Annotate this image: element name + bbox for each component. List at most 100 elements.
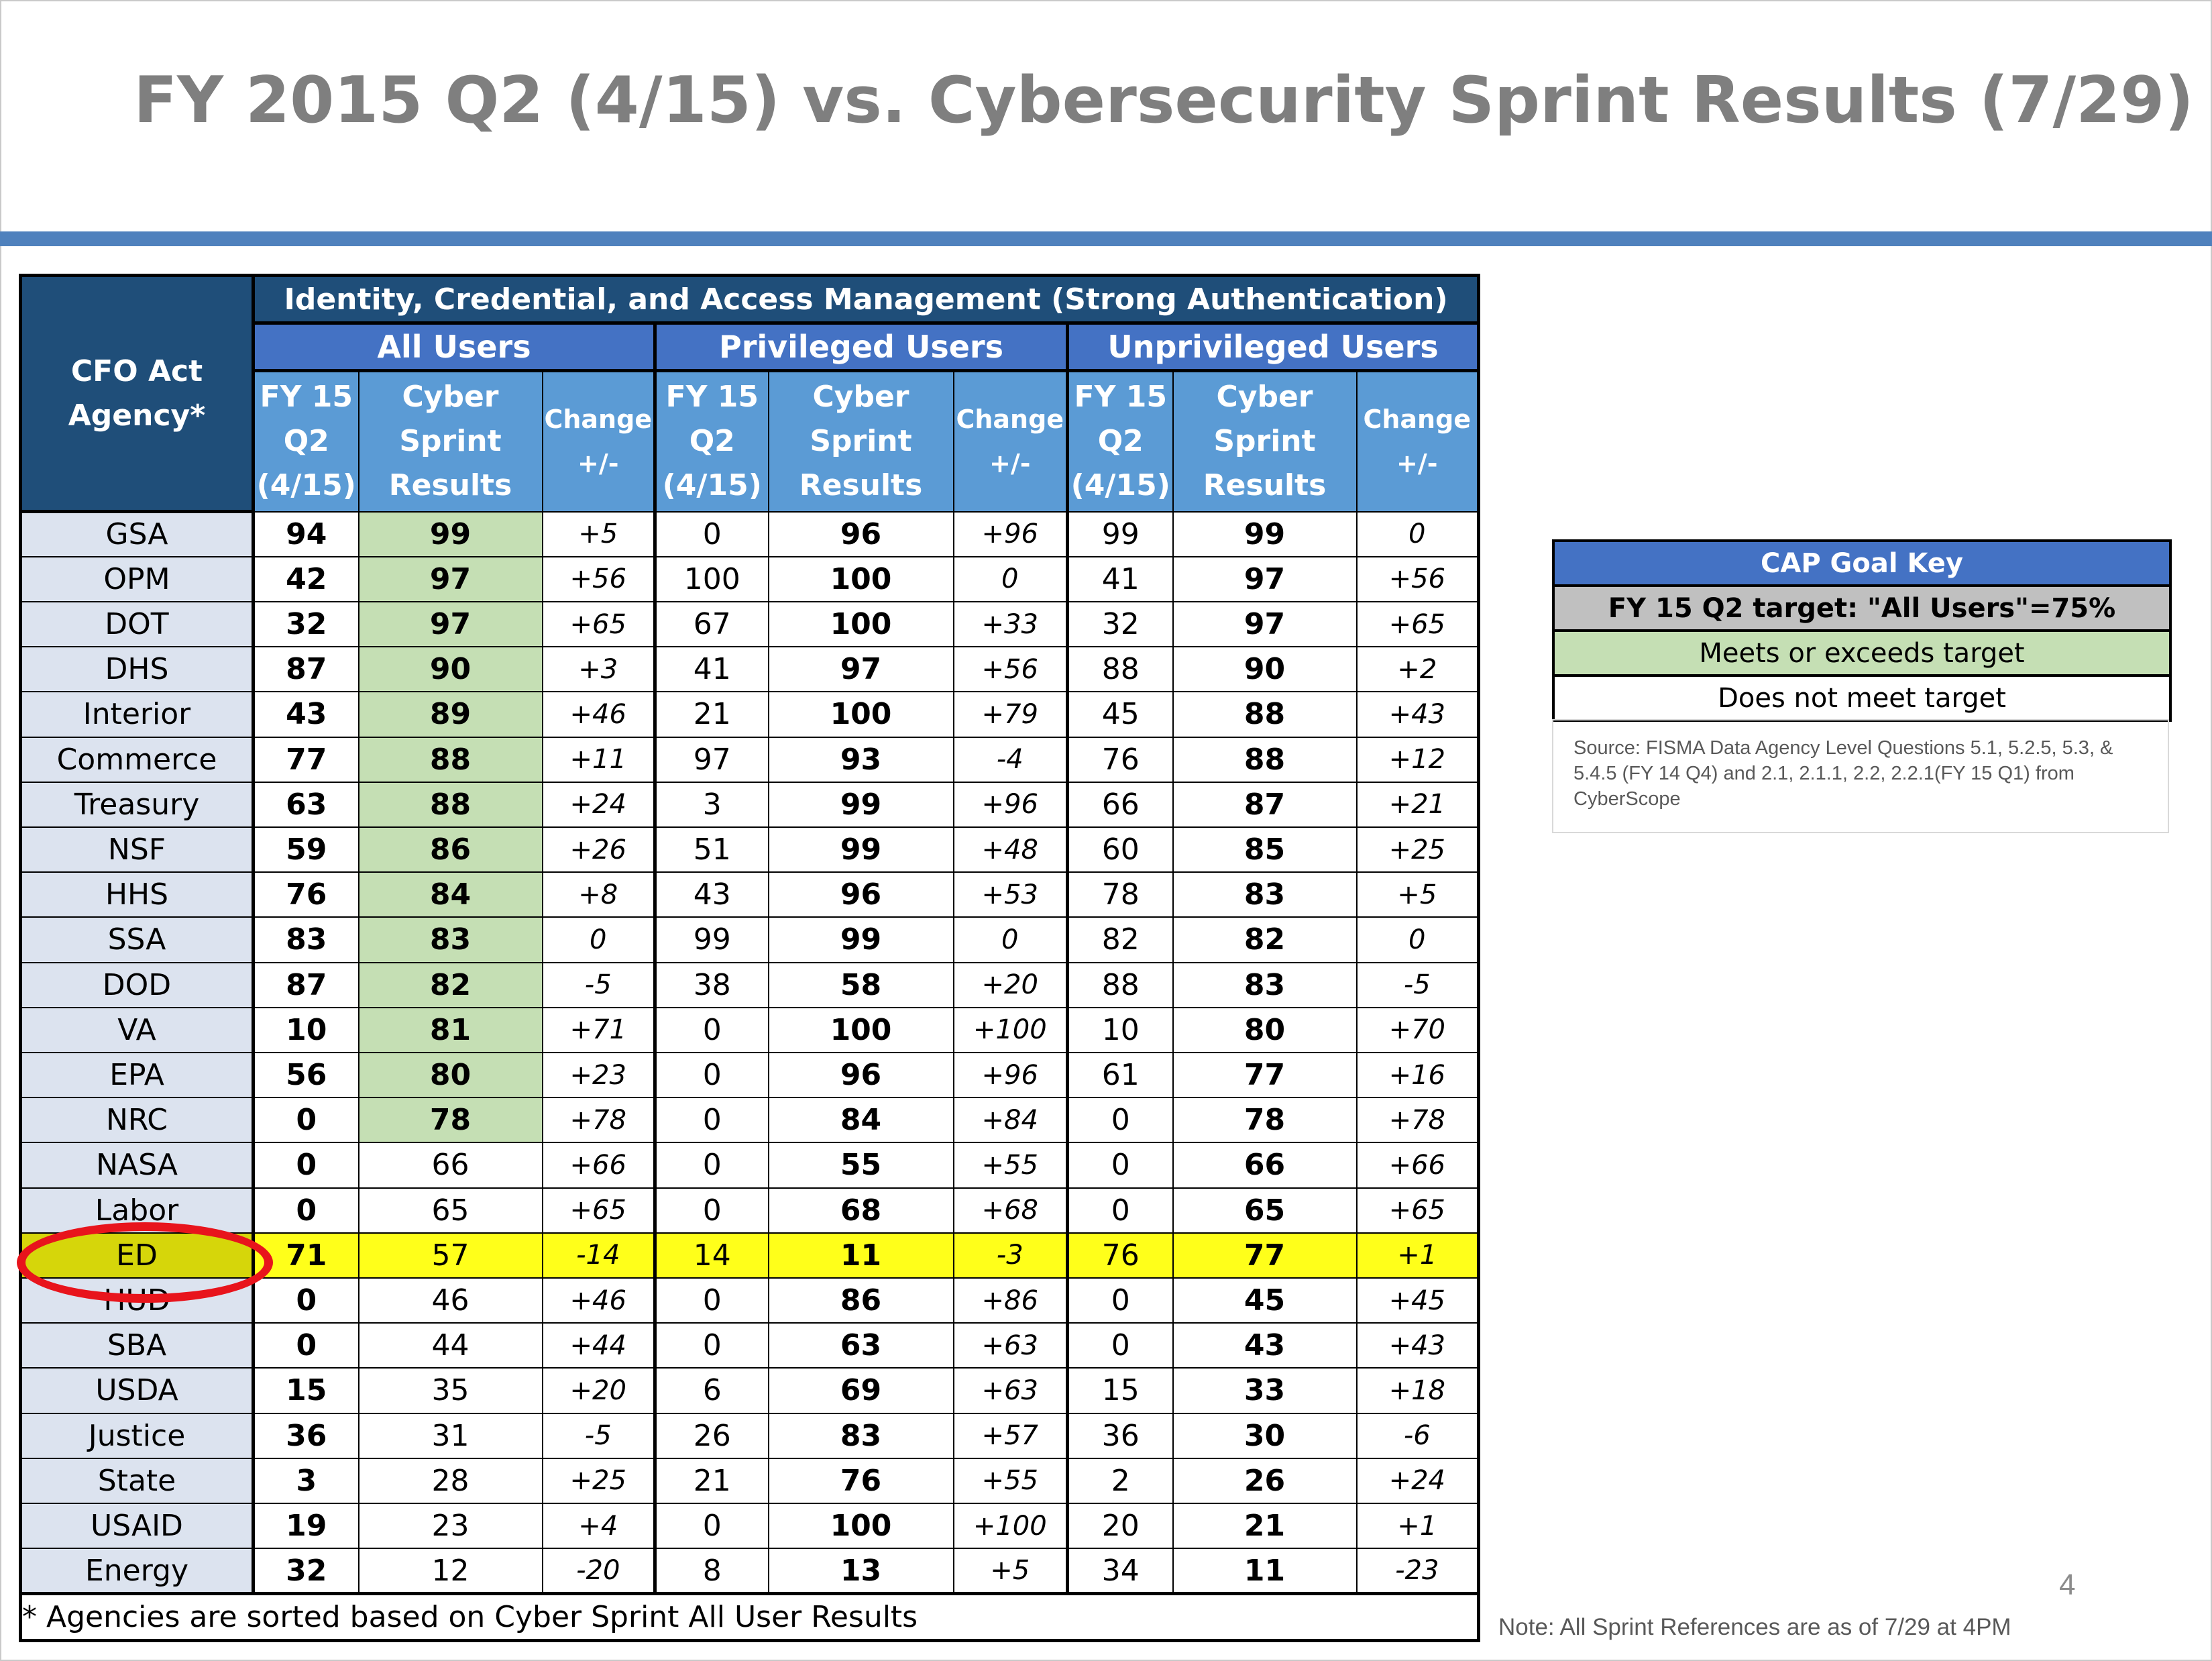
unprivileged-fy15-cell: 88: [1066, 961, 1174, 1008]
agency-cell: OPM: [19, 555, 255, 602]
all-users-change-cell: +5: [541, 511, 657, 557]
all-users-change-cell: +46: [541, 691, 657, 738]
unprivileged-cyber-sprint-cell: 30: [1172, 1412, 1358, 1459]
all-users-fy15-cell: 59: [252, 826, 360, 873]
unprivileged-cyber-sprint-cell: 11: [1172, 1548, 1358, 1595]
privileged-fy15-cell: 67: [653, 600, 769, 648]
all-users-fy15-cell: 15: [252, 1367, 360, 1414]
table-row: DOD 87 82 -5 38 58 +20 88 83 -5: [19, 961, 1481, 1008]
privileged-cyber-sprint-cell: 96: [767, 1051, 954, 1099]
unprivileged-change-cell: +45: [1356, 1277, 1481, 1324]
unprivileged-cyber-sprint-cell: 77: [1172, 1232, 1358, 1279]
unprivileged-cyber-sprint-cell: 83: [1172, 961, 1358, 1008]
privileged-fy15-cell: 3: [653, 781, 769, 828]
all-users-cyber-sprint-cell: 65: [357, 1187, 543, 1234]
table-row: NSF 59 86 +26 51 99 +48 60 85 +25: [19, 826, 1481, 873]
unprivileged-cyber-sprint-cell: 90: [1172, 646, 1358, 693]
table-body: GSA 94 99 +5 0 96 +96 99 99 0 OPM 42 97 +56 100 100 0 41 9…: [19, 511, 1481, 1595]
unprivileged-cyber-sprint-cell: 78: [1172, 1097, 1358, 1144]
page-number: 4: [2059, 1568, 2076, 1601]
all-users-change-cell: +56: [541, 555, 657, 602]
table-row: HHS 76 84 +8 43 96 +53 78 83 +5: [19, 871, 1481, 918]
col-header-cyber-sprint: Cyber Sprint Results: [357, 370, 543, 513]
privileged-change-cell: +20: [952, 961, 1069, 1008]
all-users-cyber-sprint-cell: 82: [357, 961, 543, 1008]
unprivileged-cyber-sprint-cell: 82: [1172, 916, 1358, 963]
agency-cell: DOT: [19, 600, 255, 648]
privileged-fy15-cell: 41: [653, 646, 769, 693]
unprivileged-change-cell: -23: [1356, 1548, 1481, 1595]
unprivileged-change-cell: +5: [1356, 871, 1481, 918]
privileged-fy15-cell: 99: [653, 916, 769, 963]
all-users-cyber-sprint-cell: 88: [357, 781, 543, 828]
privileged-fy15-cell: 97: [653, 736, 769, 783]
all-users-fy15-cell: 83: [252, 916, 360, 963]
unprivileged-cyber-sprint-cell: 83: [1172, 871, 1358, 918]
table-row: HUD 0 46 +46 0 86 +86 0 45 +45: [19, 1277, 1481, 1324]
agency-cell: Treasury: [19, 781, 255, 828]
col-header-fy15q2: FY 15 Q2 (4/15): [1066, 370, 1174, 513]
privileged-change-cell: +55: [952, 1457, 1069, 1504]
all-users-change-cell: +71: [541, 1006, 657, 1053]
privileged-change-cell: +100: [952, 1502, 1069, 1550]
agency-cell: SSA: [19, 916, 255, 963]
group-header-privileged-users: Privileged Users: [653, 321, 1069, 372]
unprivileged-fy15-cell: 10: [1066, 1006, 1174, 1053]
table-row: DHS 87 90 +3 41 97 +56 88 90 +2: [19, 646, 1481, 693]
privileged-fy15-cell: 8: [653, 1548, 769, 1595]
privileged-cyber-sprint-cell: 100: [767, 600, 954, 648]
col-header-change: Change +/-: [952, 370, 1069, 513]
unprivileged-cyber-sprint-cell: 26: [1172, 1457, 1358, 1504]
privileged-fy15-cell: 0: [653, 1502, 769, 1550]
privileged-change-cell: +68: [952, 1187, 1069, 1234]
table-row: Energy 32 12 -20 8 13 +5 34 11 -23: [19, 1548, 1481, 1595]
unprivileged-change-cell: -5: [1356, 961, 1481, 1008]
table-row: ED 71 57 -14 14 11 -3 76 77 +1: [19, 1232, 1481, 1279]
agency-cell: VA: [19, 1006, 255, 1053]
all-users-cyber-sprint-cell: 99: [357, 511, 543, 557]
privileged-change-cell: 0: [952, 555, 1069, 602]
table-row: DOT 32 97 +65 67 100 +33 32 97 +65: [19, 600, 1481, 648]
all-users-fy15-cell: 87: [252, 961, 360, 1008]
table-row: NRC 0 78 +78 0 84 +84 0 78 +78: [19, 1097, 1481, 1144]
all-users-change-cell: -5: [541, 961, 657, 1008]
table-row: GSA 94 99 +5 0 96 +96 99 99 0: [19, 511, 1481, 557]
unprivileged-cyber-sprint-cell: 99: [1172, 511, 1358, 557]
table-row: OPM 42 97 +56 100 100 0 41 97 +56: [19, 555, 1481, 602]
unprivileged-fy15-cell: 78: [1066, 871, 1174, 918]
unprivileged-change-cell: 0: [1356, 511, 1481, 557]
all-users-cyber-sprint-cell: 88: [357, 736, 543, 783]
agency-cell: SBA: [19, 1322, 255, 1369]
all-users-change-cell: +44: [541, 1322, 657, 1369]
all-users-cyber-sprint-cell: 23: [357, 1502, 543, 1550]
unprivileged-change-cell: +12: [1356, 736, 1481, 783]
all-users-change-cell: +8: [541, 871, 657, 918]
unprivileged-change-cell: +2: [1356, 646, 1481, 693]
unprivileged-change-cell: +66: [1356, 1142, 1481, 1189]
agency-cell: Energy: [19, 1548, 255, 1595]
table-row: Labor 0 65 +65 0 68 +68 0 65 +65: [19, 1187, 1481, 1234]
table-row: Commerce 77 88 +11 97 93 -4 76 88 +12: [19, 736, 1481, 783]
privileged-change-cell: +96: [952, 1051, 1069, 1099]
all-users-change-cell: +26: [541, 826, 657, 873]
all-users-cyber-sprint-cell: 12: [357, 1548, 543, 1595]
all-users-fy15-cell: 43: [252, 691, 360, 738]
all-users-change-cell: +11: [541, 736, 657, 783]
table-row: NASA 0 66 +66 0 55 +55 0 66 +66: [19, 1142, 1481, 1189]
all-users-fy15-cell: 19: [252, 1502, 360, 1550]
privileged-cyber-sprint-cell: 86: [767, 1277, 954, 1324]
privileged-fy15-cell: 43: [653, 871, 769, 918]
privileged-cyber-sprint-cell: 55: [767, 1142, 954, 1189]
privileged-cyber-sprint-cell: 99: [767, 781, 954, 828]
table-row: State 3 28 +25 21 76 +55 2 26 +24: [19, 1457, 1481, 1504]
agency-cell: USDA: [19, 1367, 255, 1414]
privileged-cyber-sprint-cell: 100: [767, 1006, 954, 1053]
unprivileged-cyber-sprint-cell: 97: [1172, 600, 1358, 648]
all-users-fy15-cell: 63: [252, 781, 360, 828]
all-users-cyber-sprint-cell: 28: [357, 1457, 543, 1504]
unprivileged-fy15-cell: 99: [1066, 511, 1174, 557]
all-users-cyber-sprint-cell: 83: [357, 916, 543, 963]
cap-goal-key: CAP Goal Key FY 15 Q2 target: "All Users…: [1552, 539, 2172, 722]
unprivileged-change-cell: +24: [1356, 1457, 1481, 1504]
